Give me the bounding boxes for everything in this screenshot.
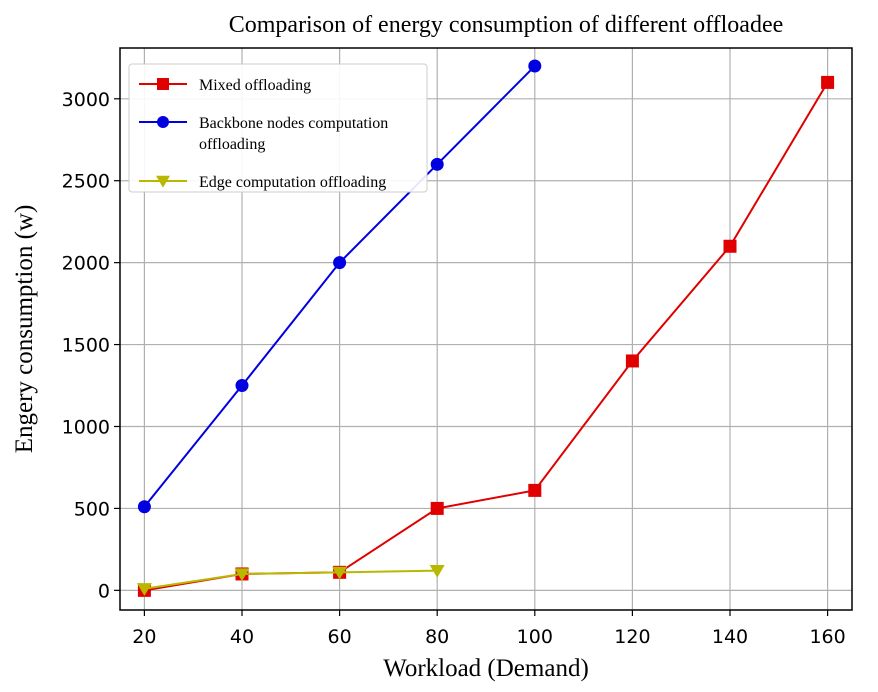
data-point	[429, 565, 445, 578]
data-point	[234, 568, 250, 582]
plot-area	[119, 47, 853, 611]
legend-box	[128, 63, 428, 193]
data-point	[430, 501, 444, 515]
x-axis-label: Workload (Demand)	[383, 655, 589, 682]
y-tick-label: 0	[98, 580, 110, 602]
data-point	[332, 566, 348, 580]
x-tick-label: 100	[517, 626, 553, 648]
data-point	[528, 483, 542, 497]
series-3	[136, 565, 445, 596]
data-point	[430, 157, 444, 171]
y-tick-label: 500	[74, 498, 110, 520]
y-tick-label: 3000	[62, 89, 110, 111]
legend-marker	[157, 78, 169, 90]
y-axis-ticks: 0 500 1000 1500 2000 2500 3000	[62, 89, 120, 602]
legend-marker	[156, 175, 170, 188]
series-layer	[136, 59, 835, 597]
x-tick-label: 80	[425, 626, 449, 648]
legend-label: offloading	[199, 136, 265, 153]
y-axis-label: Engery consumption (w)	[11, 205, 38, 454]
y-tick-label: 2000	[62, 253, 110, 275]
x-tick-label: 120	[614, 626, 650, 648]
legend-marker	[157, 116, 169, 128]
legend-label: Backbone nodes computation	[199, 115, 388, 132]
data-point	[333, 256, 347, 270]
x-tick-label: 160	[809, 626, 845, 648]
x-tick-label: 140	[712, 626, 748, 648]
data-point	[528, 59, 542, 73]
legend-label: Mixed offloading	[199, 77, 311, 94]
grid	[120, 48, 852, 610]
x-axis-ticks: 20 40 60 80 100 120 140 160	[132, 610, 846, 648]
x-tick-label: 20	[132, 626, 156, 648]
data-point	[625, 354, 639, 368]
data-point	[723, 239, 737, 253]
data-point	[136, 583, 152, 596]
y-tick-label: 2500	[62, 171, 110, 193]
legend-label: Edge computation offloading	[199, 174, 386, 191]
data-point	[137, 500, 151, 514]
x-tick-label: 40	[230, 626, 254, 648]
series-2	[137, 59, 542, 514]
series-line	[144, 569, 438, 590]
y-tick-label: 1000	[62, 416, 110, 438]
chart-title: Comparison of energy consumption of diff…	[229, 12, 784, 38]
y-tick-label: 1500	[62, 335, 110, 357]
data-point	[235, 379, 249, 393]
x-tick-label: 60	[328, 626, 352, 648]
data-point	[821, 75, 835, 89]
legend: Mixed offloading Backbone nodes computati…	[128, 63, 428, 193]
